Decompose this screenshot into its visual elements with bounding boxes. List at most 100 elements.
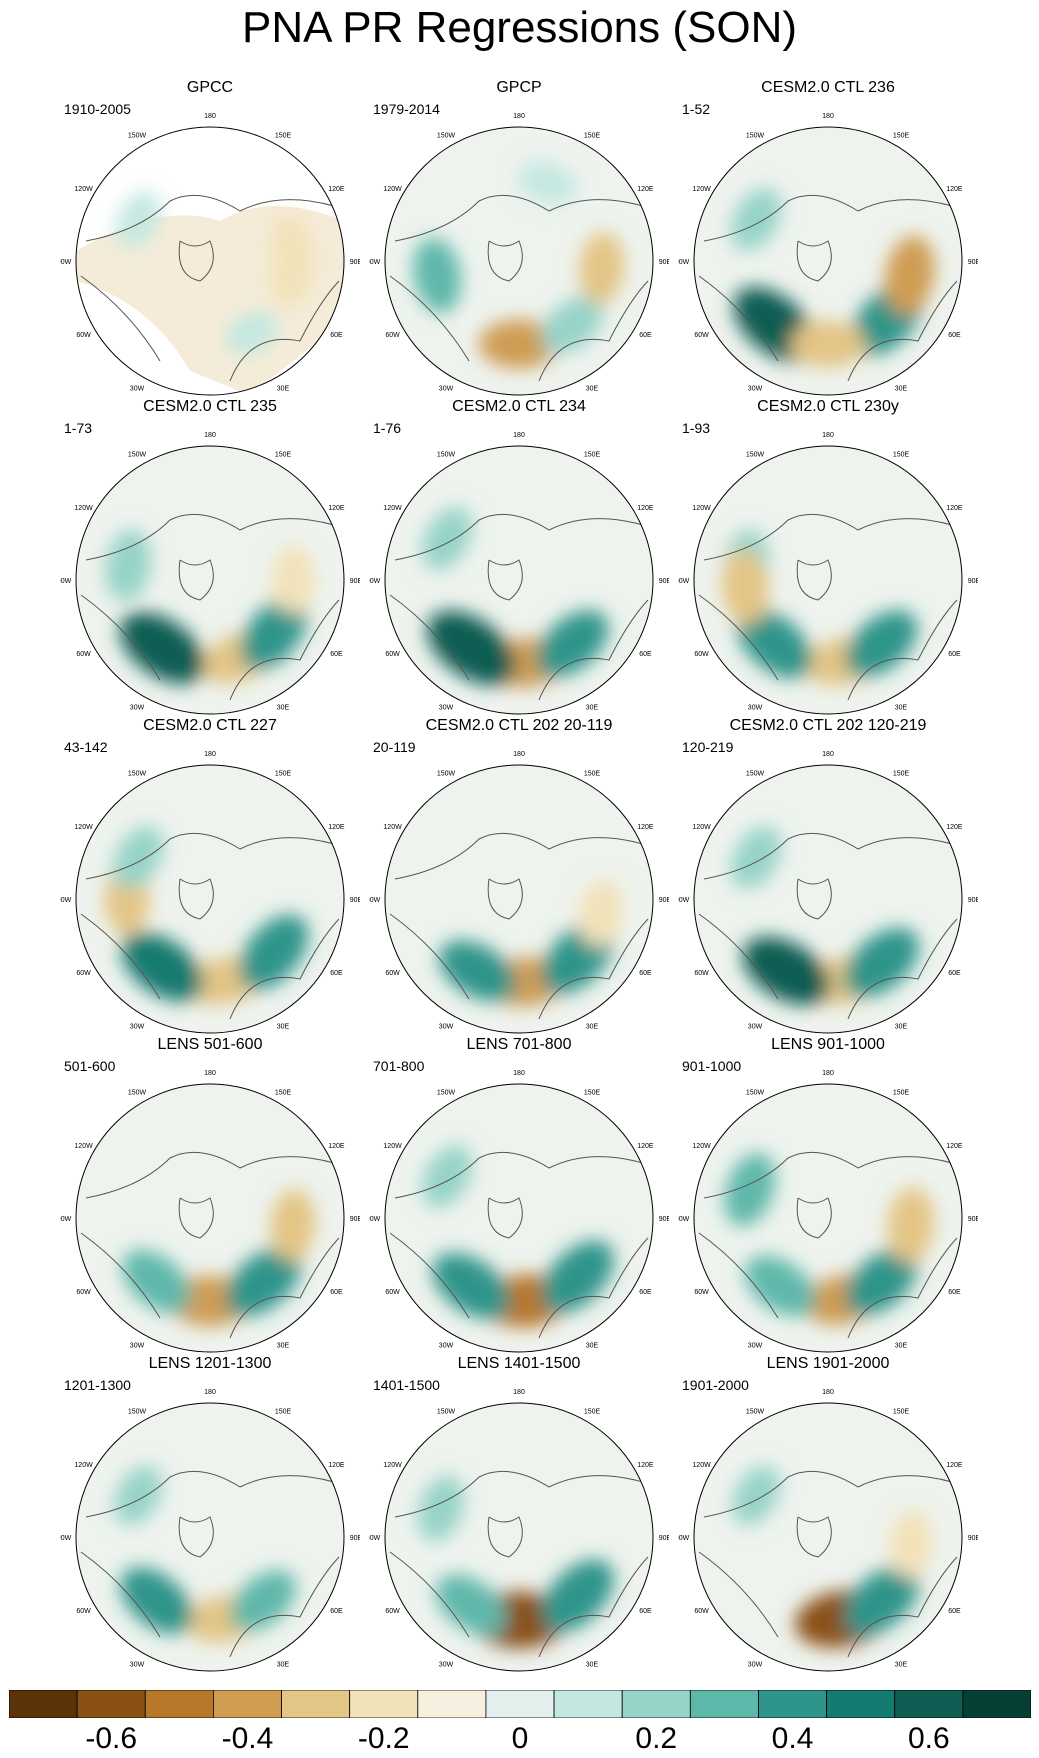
lon-label: 120W [74, 1143, 93, 1150]
panel-title: LENS 1901-2000 [766, 1355, 890, 1372]
lon-label: 90W [369, 1216, 381, 1223]
polar-map: 180150E120E90E60E30E030W60W90W120W150W [60, 751, 360, 1034]
map-panel: LENS 501-600501-600180150E120E90E60E30E0… [60, 1035, 360, 1353]
anomaly-region [427, 610, 516, 686]
anomaly-region [845, 610, 918, 677]
anomaly-region [112, 826, 164, 889]
panel-title: LENS 1201-1300 [148, 1355, 272, 1372]
colorbar-bin [9, 1690, 78, 1718]
lon-label: 30W [130, 1342, 145, 1349]
map-panel: LENS 701-800701-800180150E120E90E60E30E0… [369, 1035, 669, 1353]
map-panel: GPCC1910-2005180150E120E90E60E30E030W60W… [60, 78, 360, 396]
colorbar-bin [689, 1690, 759, 1718]
polar-map: 180150E120E90E60E30E030W60W90W120W150W [678, 113, 978, 396]
lon-label: 60W [76, 1289, 91, 1296]
panel-title: LENS 1401-1500 [457, 1355, 581, 1372]
polar-map: 180150E120E90E60E30E030W60W90W120W150W [60, 432, 360, 715]
anomaly-region [724, 1152, 776, 1227]
anomaly-region [240, 597, 307, 670]
lon-label: 30E [895, 704, 908, 711]
map-panel: CESM2.0 CTL 202 120-219 120-219 180 150E 120… [678, 716, 978, 1034]
map-border [693, 1083, 963, 1353]
polar-map: 180150E120E90E60E30E030W60W90W120W150W [369, 1389, 669, 1672]
panel-years: 1-76 [373, 420, 402, 436]
coastlines [80, 1151, 340, 1339]
lon-label: 150W [437, 133, 456, 140]
lon-label: 30W [439, 1342, 454, 1349]
lon-label: 120W [74, 186, 93, 193]
anomaly-region [721, 549, 769, 626]
lon-label: 120E [946, 1143, 963, 1150]
lon-label: 60W [76, 651, 91, 658]
lon-label: 150W [746, 1409, 765, 1416]
lon-label: 150E [584, 452, 601, 459]
lon-label: 150W [437, 771, 456, 778]
panel-title: LENS 901-1000 [771, 1036, 885, 1053]
lon-label: 60E [948, 970, 961, 977]
lon-label: 90W [369, 897, 381, 904]
lon-label: 180 [204, 1389, 216, 1396]
lon-label: 90E [659, 897, 669, 904]
coastlines [80, 1470, 340, 1658]
lon-label: 120W [74, 1462, 93, 1469]
map-panel: CESM2.0 CTL 2351-73180150E120E90E60E30E0… [60, 397, 360, 715]
lon-label: 120E [637, 505, 654, 512]
lon-label: 30W [130, 704, 145, 711]
lon-label: 90E [968, 897, 978, 904]
lon-label: 60W [385, 1289, 400, 1296]
lon-label: 150W [746, 771, 765, 778]
lon-label: 30W [130, 1661, 145, 1668]
lon-label: 60E [330, 970, 343, 977]
lon-label: 60W [694, 1608, 709, 1615]
lon-label: 150W [746, 452, 765, 459]
lon-label: 120E [328, 186, 345, 193]
map-border [384, 1083, 654, 1353]
panel-title: GPCC [186, 79, 234, 96]
lon-label: 180 [822, 113, 834, 120]
lon-label: 30E [277, 385, 290, 392]
lon-label: 120E [637, 186, 654, 193]
polar-map: 180150E120E90E60E30E030W60W90W120W150W [60, 1070, 360, 1353]
lon-label: 90W [369, 259, 381, 266]
lon-label: 150W [437, 452, 456, 459]
lon-label: 30W [439, 704, 454, 711]
anomaly-region [730, 826, 782, 889]
anomaly-region [736, 609, 813, 679]
panel-title: GPCP [496, 79, 542, 96]
anomaly-region [105, 529, 152, 602]
lon-label: 30E [895, 1342, 908, 1349]
panel-years: 1-93 [682, 420, 711, 436]
map-panel: LENS 901-1000 901-1000 180 150E 120E 90E 60E 30… [678, 1035, 978, 1353]
colorbar-bin [349, 1690, 419, 1718]
lon-label: 120W [383, 1143, 402, 1150]
lon-label: 90E [659, 578, 669, 585]
lon-label: 30E [277, 1342, 290, 1349]
map-border [75, 1083, 345, 1353]
anomaly-region [843, 1566, 920, 1636]
lon-label: 30W [748, 385, 763, 392]
lon-label: 60E [639, 651, 652, 658]
lon-label: 150W [746, 1090, 765, 1097]
coastlines [389, 194, 649, 382]
colorbar-bin [281, 1690, 351, 1718]
lon-label: 60E [948, 332, 961, 339]
lon-label: 60E [330, 332, 343, 339]
lon-label: 180 [204, 1070, 216, 1077]
lon-label: 150W [437, 1409, 456, 1416]
lon-label: 90W [369, 1535, 381, 1542]
map-border [384, 126, 654, 396]
lon-label: 90E [968, 578, 978, 585]
lon-label: 120W [383, 824, 402, 831]
lon-label: 120E [946, 505, 963, 512]
anomaly-region [239, 914, 309, 991]
anomaly-region [843, 928, 920, 998]
lon-label: 90W [678, 578, 690, 585]
lon-label: 180 [204, 432, 216, 439]
lon-label: 90W [678, 897, 690, 904]
map-border [75, 1402, 345, 1672]
panel-title: CESM2.0 CTL 230y [757, 398, 899, 415]
lon-label: 30W [130, 1023, 145, 1030]
lon-label: 180 [513, 113, 525, 120]
lon-label: 150E [893, 452, 910, 459]
lon-label: 120W [74, 505, 93, 512]
